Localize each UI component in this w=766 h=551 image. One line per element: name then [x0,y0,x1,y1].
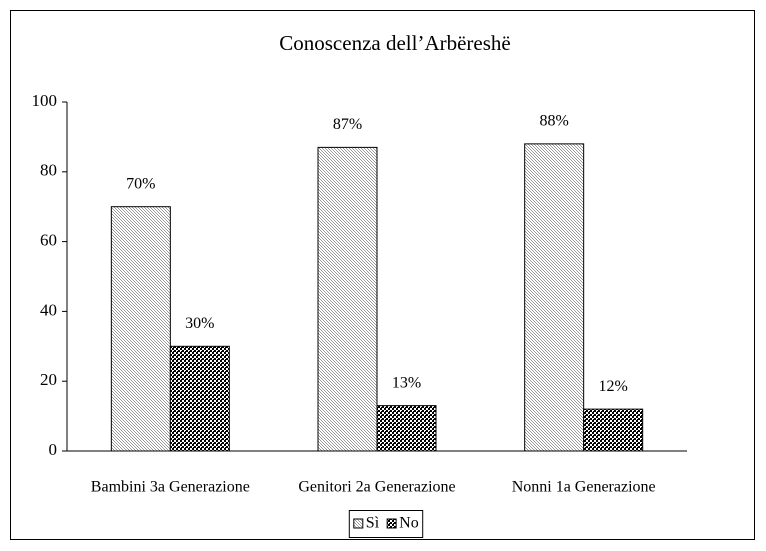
bar [524,143,585,452]
legend-swatch [386,518,397,529]
value-label: 13% [392,374,421,391]
bar [110,206,171,452]
y-tick-label: 0 [49,440,58,459]
bar [583,408,644,452]
legend-label: Sì [366,515,380,532]
legend-swatch [353,518,364,529]
value-label: 70% [126,175,155,192]
legend: Sì No [348,510,424,538]
chart-title: Conoscenza dell’Arbëreshë [279,31,510,55]
x-tick-label: Bambini 3a Generazione [91,479,250,496]
y-tick-label: 20 [40,370,57,389]
value-label: 87% [333,116,362,133]
y-tick-label: 100 [32,91,58,110]
bar [169,345,230,452]
bar [376,405,437,452]
x-tick-label: Genitori 2a Generazione [298,479,455,496]
x-tick-label: Nonni 1a Generazione [512,479,656,496]
value-label: 88% [540,113,569,130]
y-tick-label: 40 [40,300,57,319]
bar [317,146,378,452]
y-tick-label: 60 [40,231,57,250]
y-tick-label: 80 [40,161,57,180]
value-label: 30% [185,315,214,332]
value-label: 12% [599,378,628,395]
legend-label: No [399,515,419,532]
